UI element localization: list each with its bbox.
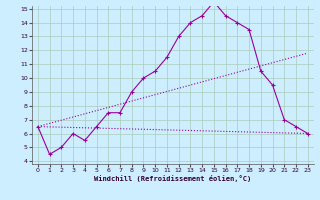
X-axis label: Windchill (Refroidissement éolien,°C): Windchill (Refroidissement éolien,°C)	[94, 175, 252, 182]
